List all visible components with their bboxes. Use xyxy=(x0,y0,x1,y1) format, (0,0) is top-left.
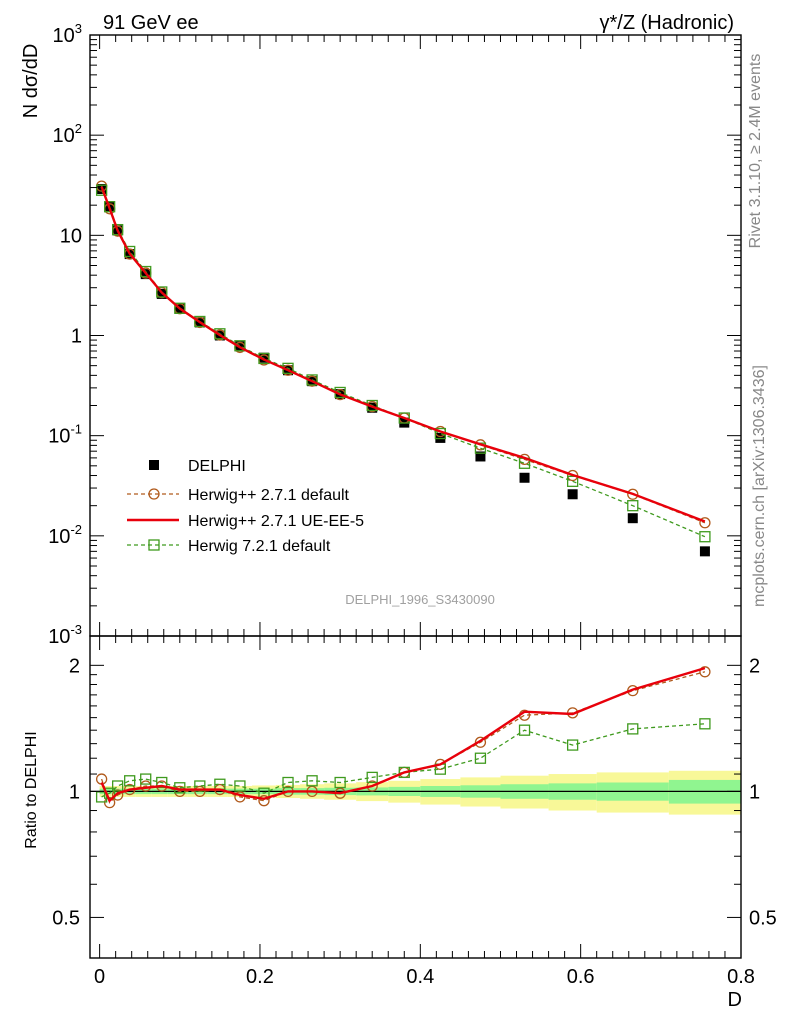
ratio-point-square-dashed xyxy=(566,739,579,751)
x-tick-label: 0 xyxy=(94,966,105,988)
right-title: γ*/Z (Hadronic) xyxy=(600,12,734,34)
ratio-plot xyxy=(90,666,741,809)
ratio-y-tick-label: 1 xyxy=(69,781,80,803)
ratio-point-square-dashed xyxy=(334,776,346,789)
main-point-square-dashed xyxy=(258,352,270,365)
ratio-point-square-dashed xyxy=(140,773,152,785)
main-y-tick-label: 10-2 xyxy=(48,522,82,548)
legend-marker-circle-dashed xyxy=(148,488,160,500)
main-y-axis-title: N dσ/dD xyxy=(20,44,42,119)
main-point-square-dashed xyxy=(234,340,246,352)
main-point-square-dashed xyxy=(124,245,136,258)
main-point-data xyxy=(567,489,578,500)
ratio-point-square-dashed xyxy=(156,776,168,789)
ratio-point-square-dashed xyxy=(112,780,124,792)
ratio-point-circle-dashed xyxy=(140,780,152,792)
ratio-point-square-dashed xyxy=(234,780,246,792)
ratio-line-square-dashed xyxy=(101,723,705,798)
ratio-point-square-dashed xyxy=(306,775,318,787)
x-tick-label: 0.8 xyxy=(727,966,755,988)
ratio-y-tick-label: 2 xyxy=(69,655,80,677)
ratio-y-tick-label: 0.5 xyxy=(52,907,80,929)
ratio-point-circle-dashed xyxy=(112,789,124,801)
ratio-point-circle-dashed xyxy=(699,666,711,678)
mcplots-label: mcplots.cern.ch [arXiv:1306.3436] xyxy=(751,365,768,607)
main-point-square-dashed xyxy=(194,315,206,328)
main-line-solid xyxy=(100,186,706,523)
ratio-point-circle-dashed xyxy=(258,795,270,807)
ratio-uncertainty-bands xyxy=(99,770,741,815)
main-point-square-dashed xyxy=(627,500,639,512)
legend-marker-square-dashed xyxy=(148,539,160,551)
main-point-data xyxy=(258,352,269,363)
main-point-square-dashed xyxy=(566,475,579,487)
main-y-tick-label: 103 xyxy=(53,21,82,47)
ratio-point-square-dashed xyxy=(282,776,294,789)
main-point-data xyxy=(699,546,710,557)
ratio-y-tick-label-right: 1 xyxy=(749,781,760,803)
main-point-data xyxy=(475,451,486,462)
ratio-y-axis-title: Ratio to DELPHI xyxy=(23,731,40,848)
x-axis-title: D xyxy=(728,989,742,1011)
main-y-tick-label: 1 xyxy=(71,326,82,348)
analysis-watermark: DELPHI_1996_S3430090 xyxy=(345,592,495,607)
main-point-data xyxy=(519,472,530,483)
ratio-frame xyxy=(89,635,742,959)
legend-label: Herwig 7.2.1 default xyxy=(188,538,331,555)
legend-label: DELPHI xyxy=(188,458,246,475)
main-y-tick-label: 10-3 xyxy=(48,622,82,648)
ratio-y-tick-label-right: 2 xyxy=(749,655,760,677)
ratio-point-circle-dashed xyxy=(474,736,487,748)
main-point-data xyxy=(627,513,638,524)
legend-label: Herwig++ 2.7.1 default xyxy=(188,487,350,504)
main-point-square-dashed xyxy=(112,223,124,236)
main-point-square-dashed xyxy=(156,286,168,298)
main-y-tick-label: 10-1 xyxy=(48,422,82,448)
left-title: 91 GeV ee xyxy=(103,12,199,34)
main-plot xyxy=(95,180,711,557)
ratio-line-solid xyxy=(100,666,706,803)
legend-marker-data xyxy=(149,460,159,470)
main-point-square-dashed xyxy=(214,328,226,340)
ratio-point-square-dashed xyxy=(194,780,206,792)
main-point-circle-dashed xyxy=(699,517,711,529)
x-tick-label: 0.4 xyxy=(406,966,434,988)
ratio-point-square-dashed xyxy=(366,771,378,784)
main-point-square-dashed xyxy=(140,265,152,278)
main-line-square-dashed xyxy=(101,189,706,538)
main-y-tick-label: 10 xyxy=(60,225,82,247)
ratio-point-square-dashed xyxy=(474,752,487,764)
ratio-point-square-dashed xyxy=(699,718,711,730)
main-point-square-dashed xyxy=(398,412,410,424)
main-y-tick-label: 102 xyxy=(53,121,82,147)
legend-label: Herwig++ 2.7.1 UE-EE-5 xyxy=(188,513,364,530)
main-point-circle-dashed xyxy=(627,488,639,500)
ratio-point-square-dashed xyxy=(124,775,136,787)
main-point-square-dashed xyxy=(95,184,108,196)
main-point-square-dashed xyxy=(174,302,186,314)
ratio-point-square-dashed xyxy=(627,723,639,735)
x-tick-label: 0.6 xyxy=(567,966,595,988)
ratio-point-square-dashed xyxy=(518,724,531,736)
main-point-square-dashed xyxy=(699,531,711,543)
legend: DELPHI Herwig++ 2.7.1 default Herwig++ 2.7… xyxy=(127,458,364,555)
ratio-y-tick-label-right: 0.5 xyxy=(749,907,777,929)
x-tick-label: 0.2 xyxy=(246,966,274,988)
rivet-label: Rivet 3.1.10, ≥ 2.4M events xyxy=(747,54,764,249)
